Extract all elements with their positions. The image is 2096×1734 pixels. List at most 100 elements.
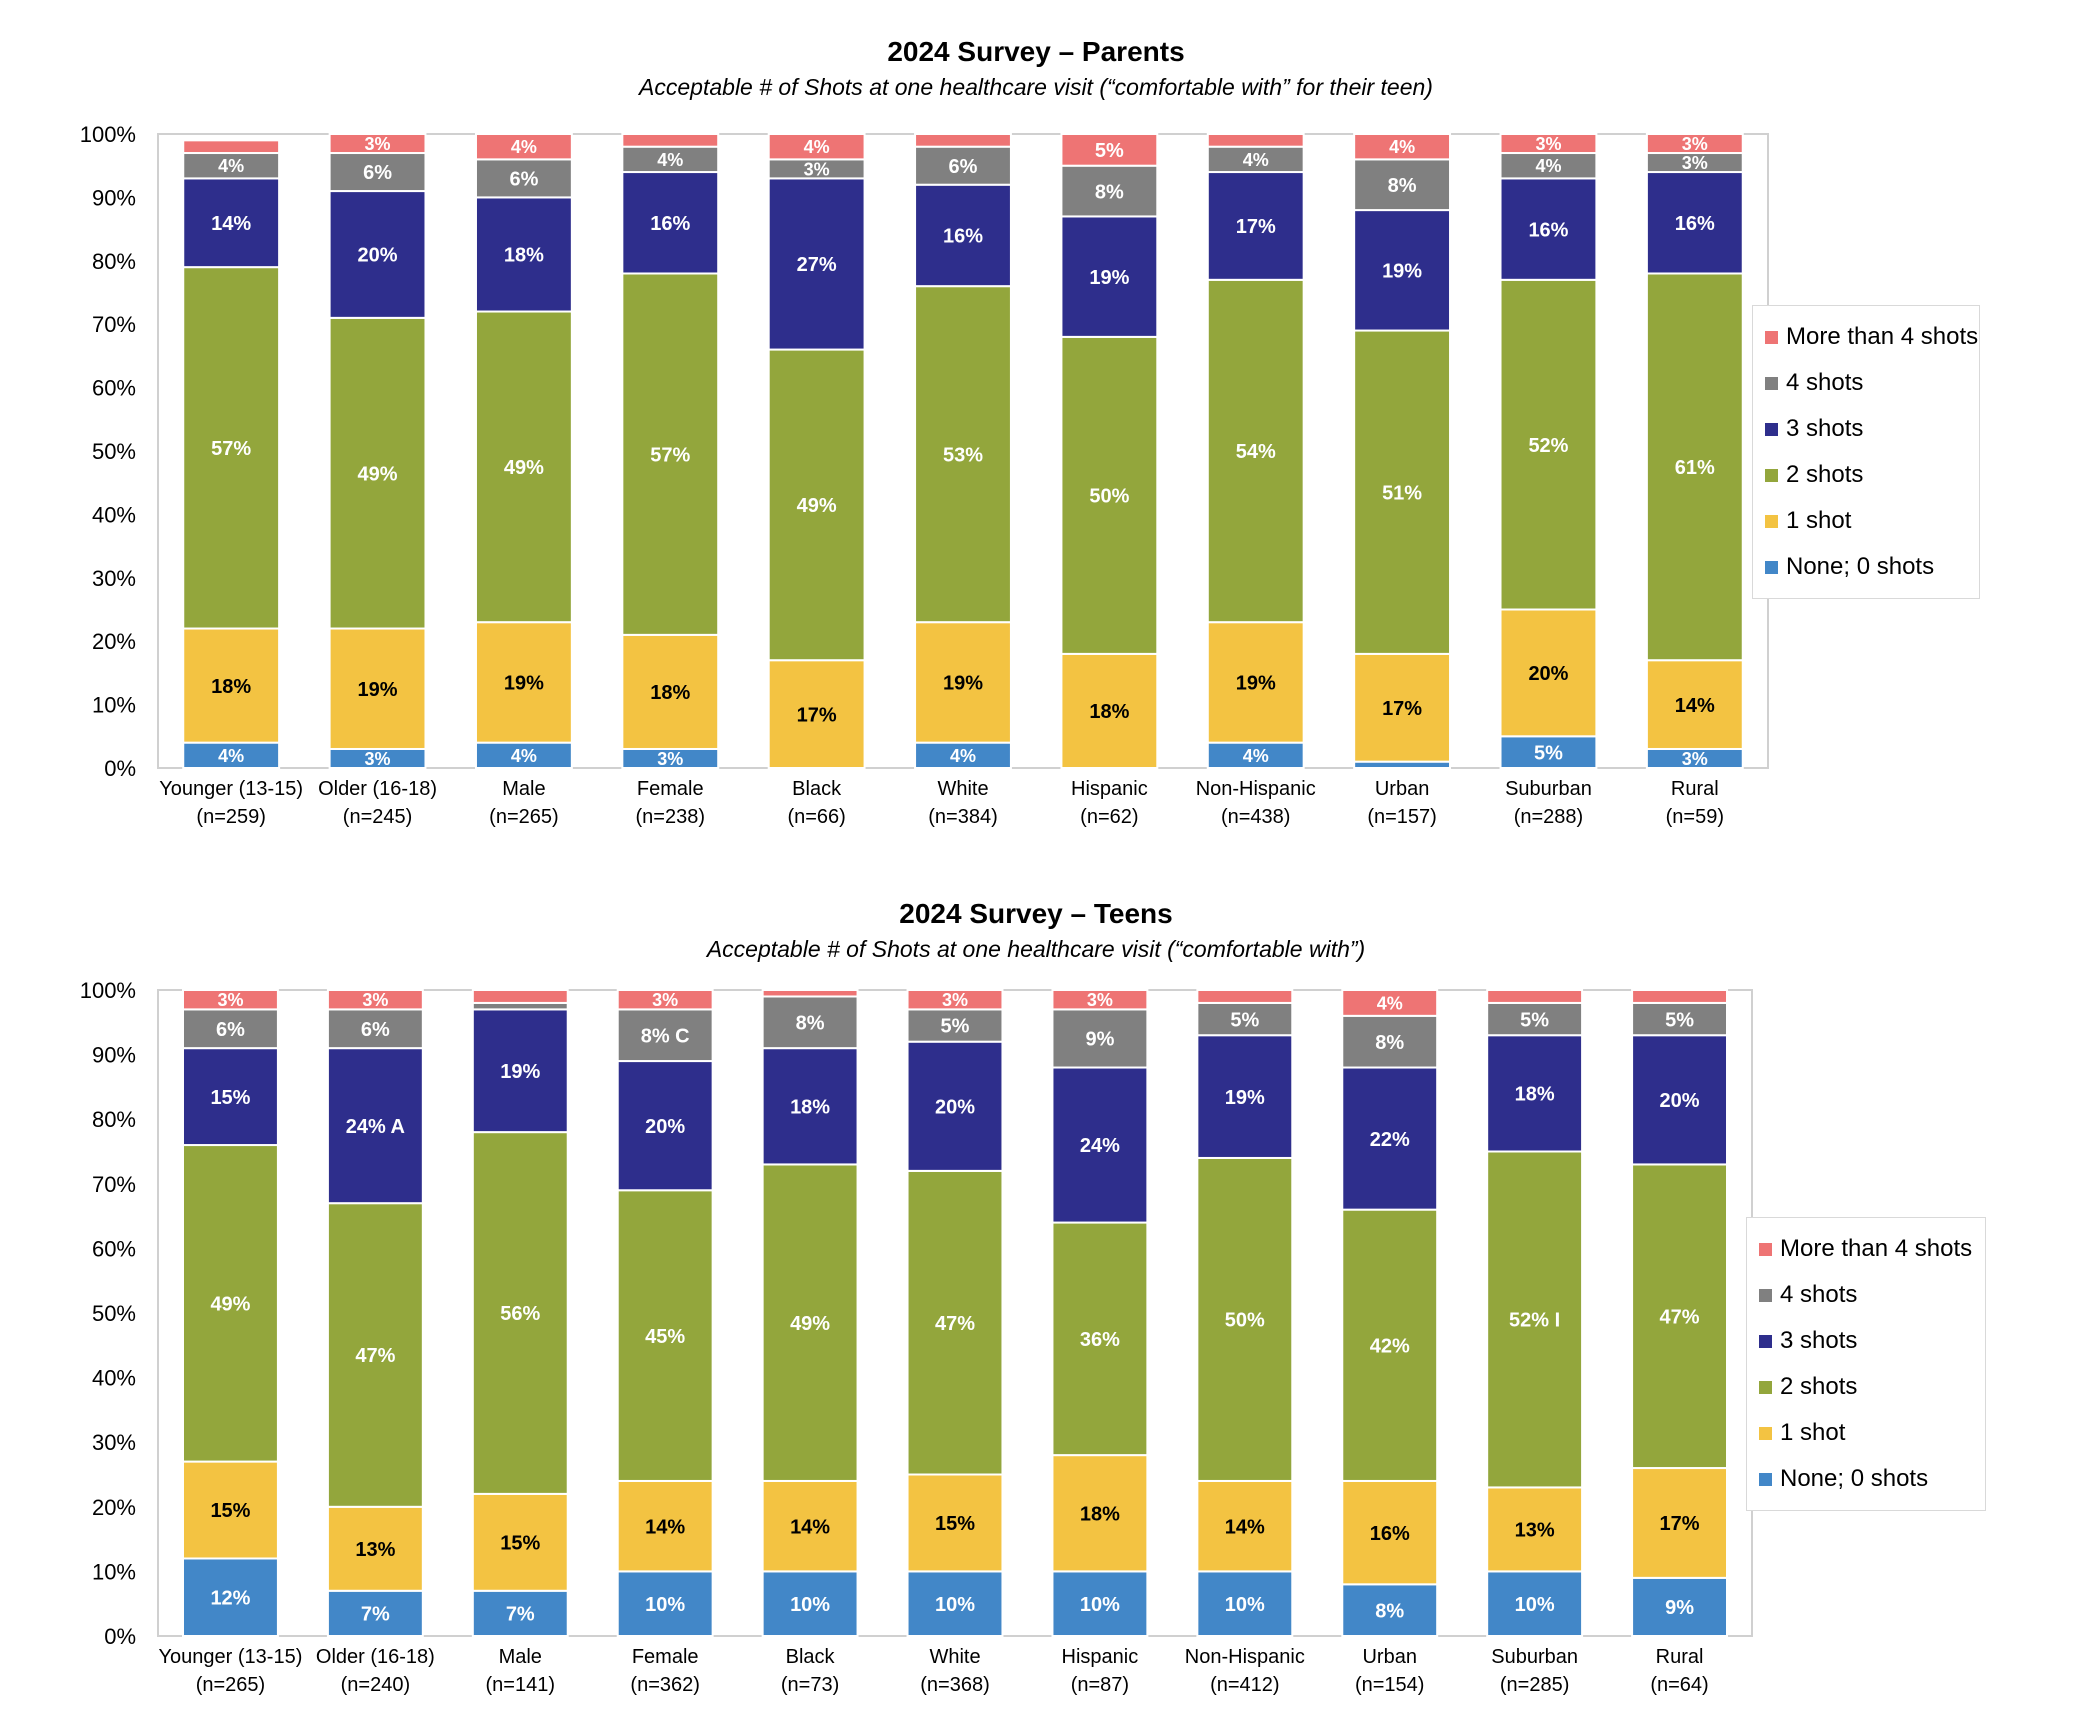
data-label: 49% [790,1313,830,1335]
bar-segment-4-shots [1486,1001,1584,1037]
legend-swatch [1765,330,1778,344]
data-label: 17% [1660,1513,1700,1535]
legend-label: 3 shots [1786,415,1864,442]
x-tick-label: Urban [1362,1646,1416,1668]
y-tick-label: 90% [92,185,136,210]
bar-segment-3-shots [471,1008,569,1134]
bar-segment-more-than-4-shots [474,133,573,161]
bar-segment-none-0-shots [1051,1570,1149,1638]
bar-segment-more-than-4-shots [621,133,720,148]
chart-legend: More than 4 shots 4 shots 3 shots 2 shots 1 … [1746,1217,1986,1511]
data-label: 50% [1225,1310,1265,1332]
data-label: 52% [1528,435,1568,457]
data-label: 3% [217,990,243,1010]
data-label: 3% [1682,134,1708,154]
data-label: 4% [1535,156,1561,176]
legend-label: 1 shot [1786,507,1852,534]
data-label: 4% [950,746,976,766]
x-tick-sublabel: (n=412) [1210,1674,1280,1696]
data-label: 6% [363,162,392,184]
bar-segment-2-shots [1631,1163,1729,1470]
x-tick-label: Rural [1671,778,1719,800]
data-label: 24% [1080,1135,1120,1157]
data-label: 10% [790,1594,830,1616]
x-tick-label: Older (16-18) [316,1646,435,1668]
legend-swatch [1765,514,1778,528]
legend-item-1-shot: 1 shot [1765,498,1967,544]
bar-segment-more-than-4-shots [1206,133,1305,148]
x-tick-sublabel: (n=288) [1514,806,1584,828]
bar-segment-3-shots [1341,1066,1439,1211]
data-label: 18% [650,682,690,704]
bar-segment-3-shots [1645,171,1744,275]
data-label: 8% [1375,1600,1404,1622]
bar-segment-3-shots [1499,177,1598,281]
bar-hispanic: 18% 50% 19% 8% 5% [1060,133,1159,770]
bar-segment-1-shot [906,1473,1004,1573]
bar-segment-none-0-shots [182,741,281,770]
bar-segment-3-shots [906,1040,1004,1172]
data-label: 15% [500,1533,540,1555]
data-label: 20% [1528,663,1568,685]
legend-swatch [1765,560,1778,574]
bar-segment-2-shots [326,1202,424,1508]
data-label: 19% [1225,1087,1265,1109]
bar-segment-1-shot [181,1460,279,1560]
legend-item-4-shots: 4 shots [1759,1272,1973,1318]
legend-label: None; 0 shots [1786,553,1935,580]
bar-segment-more-than-4-shots [471,989,569,1004]
bar-segment-2-shots [1206,278,1305,624]
data-label: 47% [935,1313,975,1335]
x-tick-sublabel: (n=62) [1080,806,1138,828]
y-tick-label: 60% [92,1236,136,1261]
data-label: 54% [1236,441,1276,463]
data-label: 3% [362,990,388,1010]
bar-segment-none-0-shots [326,1589,424,1638]
x-tick-sublabel: (n=438) [1221,806,1291,828]
bar-segment-2-shots [761,1163,859,1482]
legend-label: 2 shots [1780,1373,1858,1400]
data-label: 19% [504,673,544,695]
bar-urban: 8% 16% 42% 22% 8% 4% [1341,989,1439,1638]
chart-subtitle: Acceptable # of Shots at one healthcare … [639,74,1433,100]
y-tick-label: 100% [80,122,136,147]
x-tick-sublabel: (n=87) [1071,1674,1129,1696]
bar-segment-3-shots [1051,1066,1149,1224]
x-tick-label: Black [792,778,842,800]
bar-segment-2-shots [616,1189,714,1482]
chart-title: 2024 Survey – Teens [899,898,1173,929]
bar-female: 10% 14% 45% 20% 8% C 3% [616,989,714,1638]
data-label: 3% [365,134,391,154]
data-label: 8% [1388,175,1417,197]
data-label: 42% [1370,1336,1410,1358]
x-tick-label: Male [499,1646,542,1668]
x-tick-label: Hispanic [1062,1646,1139,1668]
x-tick-sublabel: (n=362) [630,1674,700,1696]
bar-segment-2-shots [1341,1208,1439,1482]
legend-swatch [1759,1426,1772,1440]
data-label: 27% [797,254,837,276]
bar-segment-more-than-4-shots [1196,989,1294,1004]
x-tick-label: Younger (13-15) [159,778,303,800]
x-tick-sublabel: (n=240) [341,1674,411,1696]
data-label: 8% C [641,1025,690,1047]
x-tick-sublabel: (n=368) [920,1674,990,1696]
y-tick-label: 10% [92,1559,136,1584]
bar-segment-3-shots [474,196,573,313]
x-tick-sublabel: (n=245) [343,806,413,828]
data-label: 56% [500,1303,540,1325]
y-tick-label: 70% [92,312,136,337]
bar-older-16-18: 3% 19% 49% 20% 6% 3% [328,133,427,769]
data-label: 4% [657,150,683,170]
data-label: 18% [790,1096,830,1118]
bar-segment-more-than-4-shots [1060,133,1159,167]
x-tick-label: Non-Hispanic [1185,1646,1305,1668]
bar-segment-1-shot [1206,621,1305,744]
bar-segment-1-shot [1353,652,1452,763]
data-label: 49% [504,457,544,479]
chart-title: 2024 Survey – Parents [887,36,1185,67]
data-label: 5% [1230,1009,1259,1031]
bar-segment-more-than-4-shots [616,989,714,1011]
bar-segment-1-shot [182,627,281,744]
bar-segment-1-shot [761,1479,859,1573]
